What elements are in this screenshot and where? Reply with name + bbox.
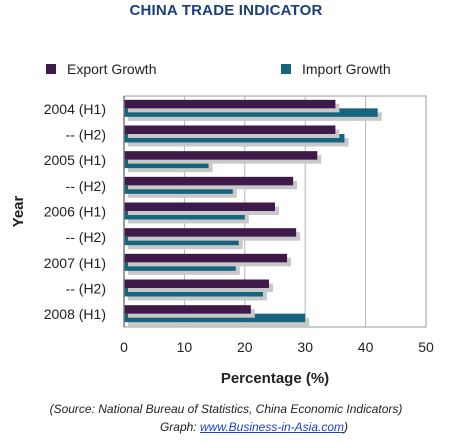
bar-export	[124, 279, 269, 288]
bar-import	[124, 185, 233, 194]
bar-export	[124, 151, 318, 160]
x-axis-title: Percentage (%)	[221, 370, 329, 387]
bar-export	[124, 125, 336, 134]
y-tick-label: 2007 (H1)	[44, 255, 106, 271]
graph-link[interactable]: www.Business-in-Asia.com	[199, 420, 345, 434]
graph-prefix: Graph:	[159, 420, 200, 434]
x-tick-label: 0	[120, 339, 128, 355]
y-tick-label: 2008 (H1)	[44, 306, 106, 322]
legend-label-import: Import Growth	[302, 61, 391, 77]
legend-label-export: Export Growth	[67, 61, 157, 77]
bar-import	[124, 211, 245, 220]
bar-export	[124, 305, 251, 314]
y-tick-label: 2004 (H1)	[44, 101, 106, 117]
y-tick-label: -- (H2)	[66, 281, 106, 297]
bar-import	[124, 134, 345, 143]
y-tick-label: -- (H2)	[66, 178, 106, 194]
bar-import	[124, 236, 239, 246]
y-tick-label: -- (H2)	[66, 229, 106, 245]
bar-export	[124, 253, 288, 263]
graph-credit: Graph: www.Business-in-Asia.com)	[0, 420, 452, 434]
bar-import	[124, 262, 236, 271]
x-tick-label: 30	[297, 339, 313, 355]
y-tick-label: 2005 (H1)	[44, 152, 106, 168]
legend-swatch-export	[46, 64, 56, 74]
bar-export	[124, 202, 275, 211]
x-tick-label: 40	[358, 339, 374, 355]
bar-export	[124, 228, 297, 237]
x-tick-label: 20	[237, 339, 253, 355]
bar-import	[124, 159, 209, 169]
legend-item-export: Export Growth	[46, 60, 156, 78]
bar-import	[124, 108, 378, 117]
source-note: (Source: National Bureau of Statistics, …	[49, 402, 403, 416]
bar-export	[124, 99, 336, 109]
bar-import	[124, 313, 306, 323]
y-axis-title: Year	[10, 195, 27, 227]
x-tick-label: 10	[177, 339, 193, 355]
y-tick-label: -- (H2)	[66, 127, 106, 143]
y-tick-label: 2006 (H1)	[44, 204, 106, 220]
legend-swatch-import	[281, 64, 291, 74]
bar-import	[124, 288, 263, 297]
chart-title: CHINA TRADE INDICATOR	[129, 2, 323, 19]
graph-suffix: )	[344, 420, 349, 434]
bar-export	[124, 176, 294, 186]
x-tick-label: 50	[418, 339, 434, 355]
legend-item-import: Import Growth	[281, 60, 391, 78]
chart-area: 0 10 20 30 40 50 2004 (H1) -- (H2) 2005 (H1) -- (…	[10, 95, 434, 387]
